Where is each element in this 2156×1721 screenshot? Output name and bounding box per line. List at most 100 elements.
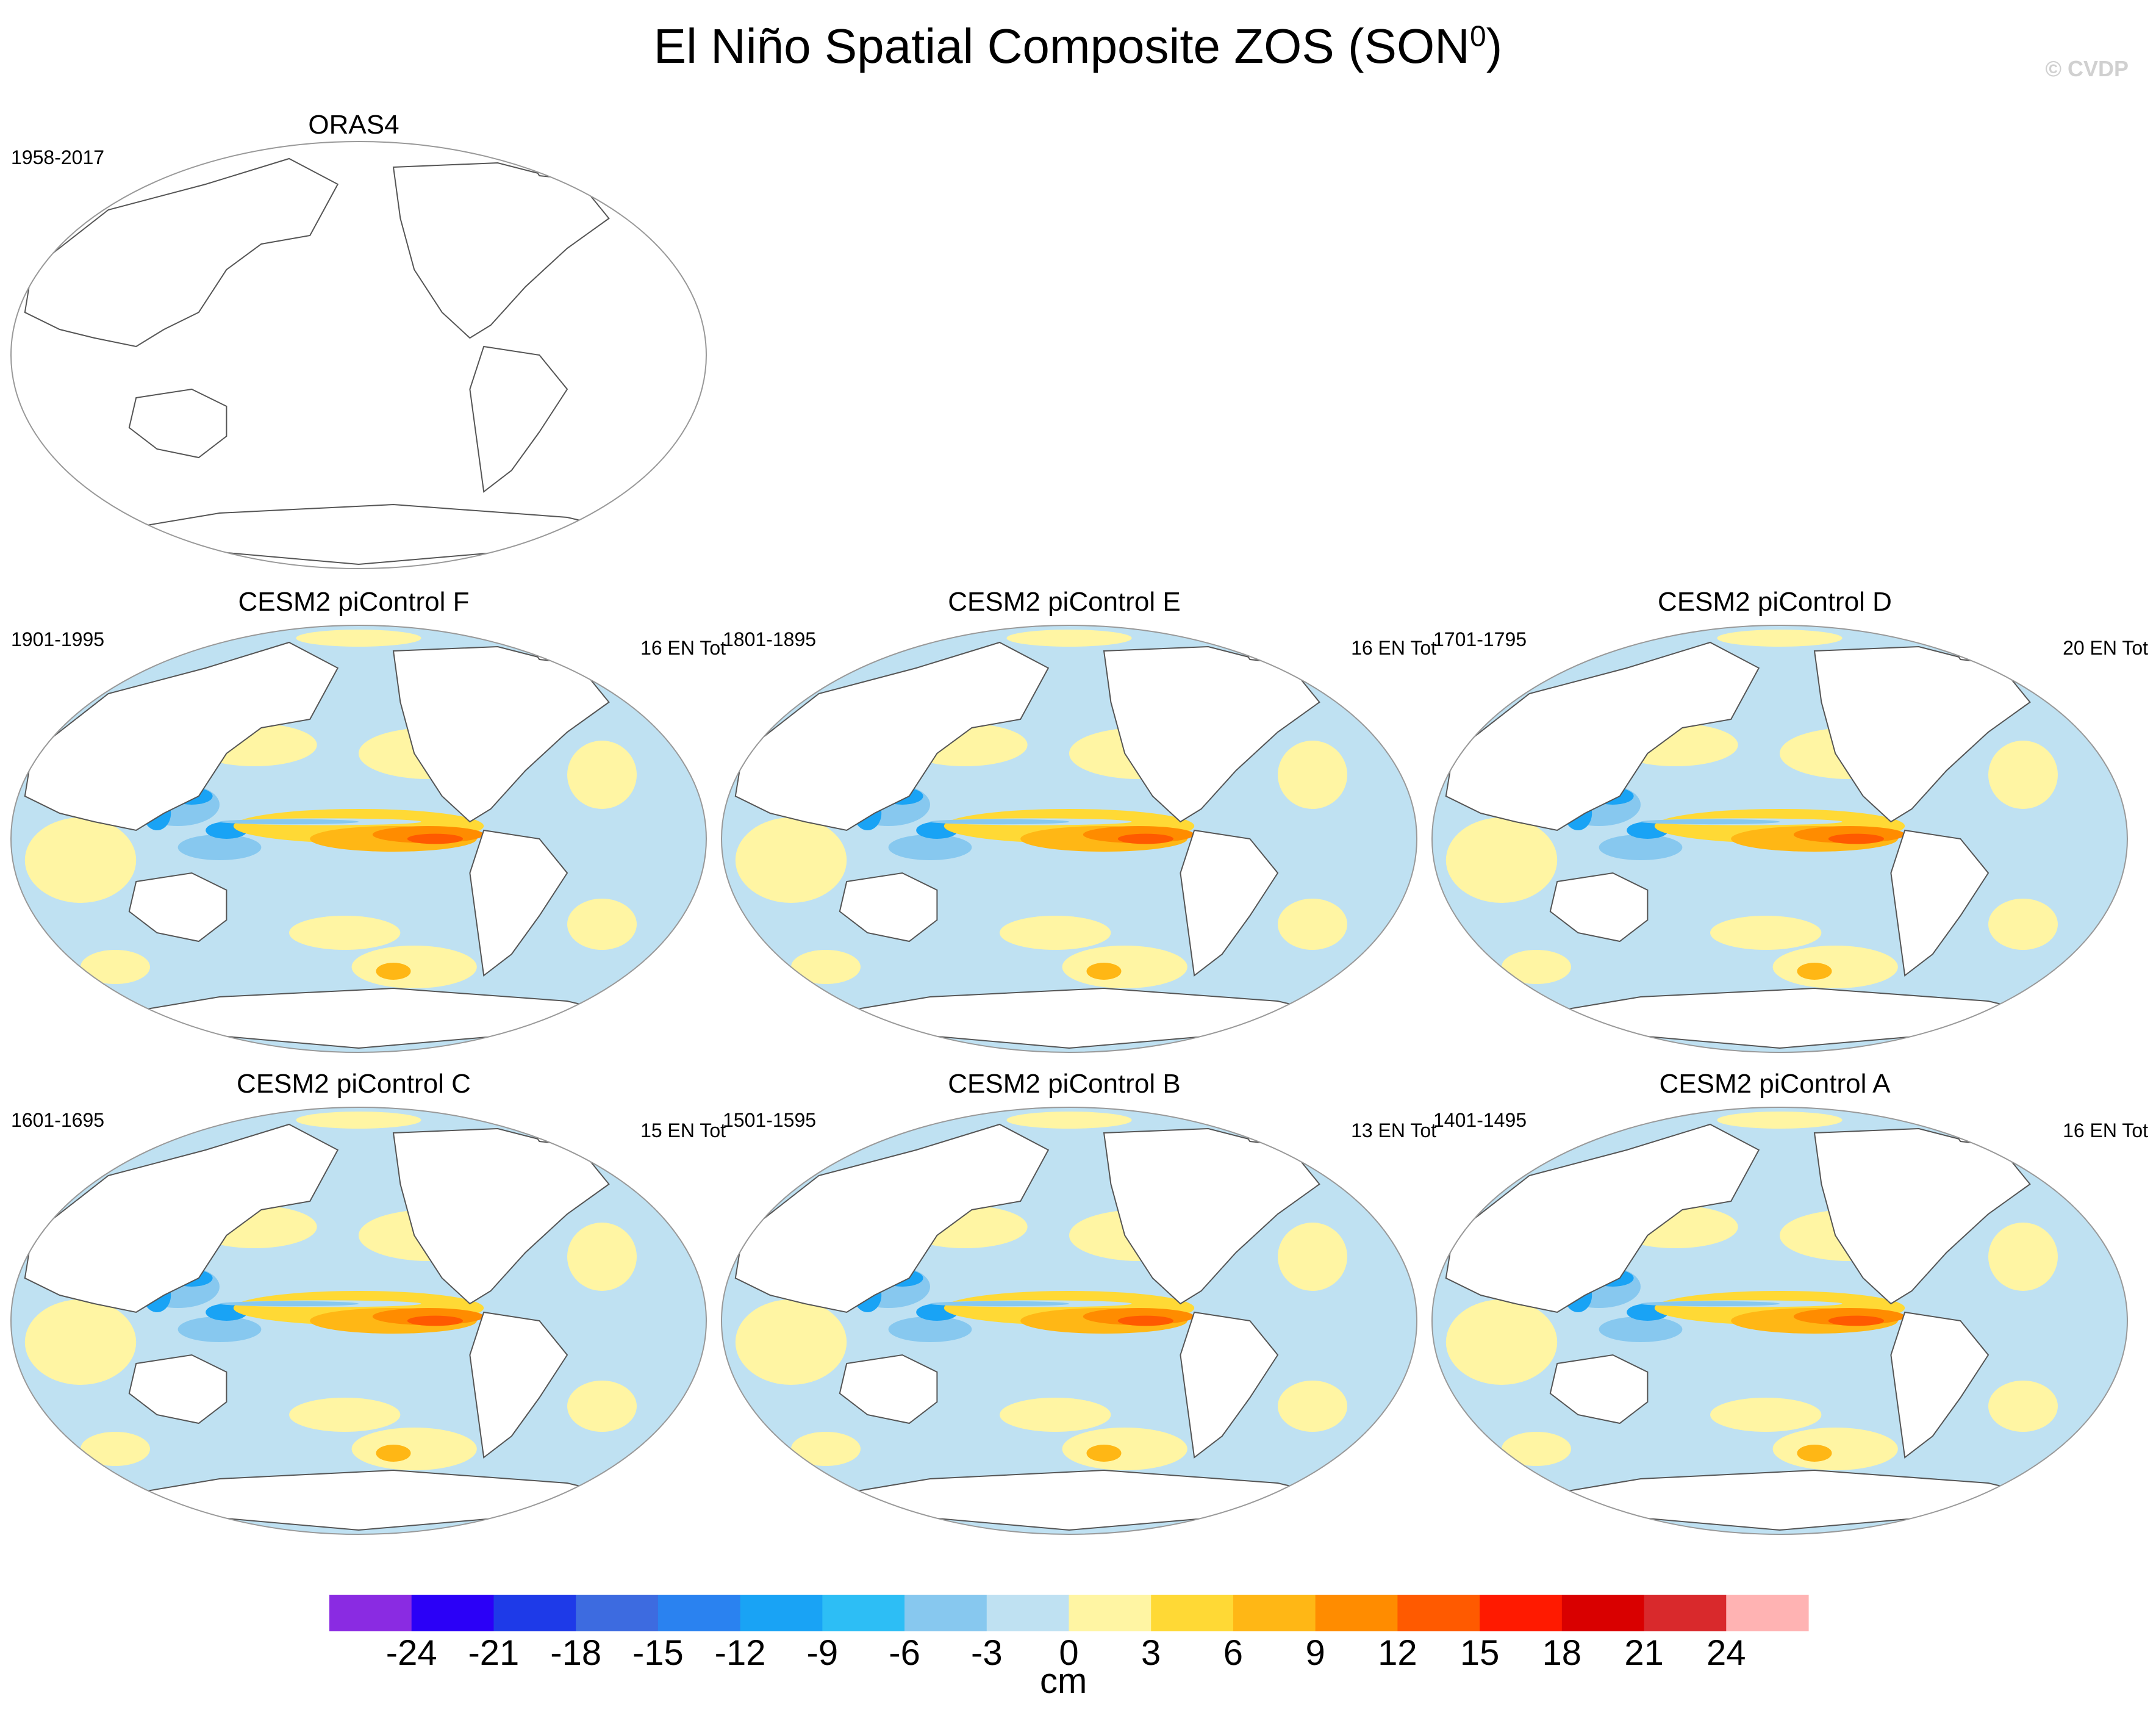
panel-count-a: 16 EN Tot xyxy=(2063,1119,2148,1141)
anomaly-contour-6 xyxy=(351,946,477,988)
ocean-background xyxy=(11,142,706,569)
anomaly-contour-20 xyxy=(1641,819,1780,825)
colorbar-swatch-12 xyxy=(1315,1595,1398,1631)
land-samerica xyxy=(1890,1311,1989,1459)
panel-title-a: CESM2 piControl A xyxy=(1659,1069,1891,1099)
colorbar-swatch-8 xyxy=(986,1595,1070,1631)
colorbar-swatch-0 xyxy=(329,1595,412,1631)
anomaly-contour-11 xyxy=(888,835,972,860)
panel-title-b: CESM2 piControl B xyxy=(948,1069,1181,1099)
anomaly-contour-6 xyxy=(1772,946,1898,988)
colorbar-tick-label: 0 xyxy=(1059,1633,1079,1673)
colorbar-tick-label: 12 xyxy=(1378,1633,1417,1673)
anomaly-contour-2 xyxy=(1278,741,1347,809)
land-australia xyxy=(128,1354,227,1425)
colorbar-swatch-7 xyxy=(904,1595,987,1631)
anomaly-contour-11 xyxy=(888,1317,972,1342)
land-asia xyxy=(734,641,1050,832)
map-field xyxy=(722,1107,1417,1534)
land-samerica xyxy=(1180,829,1279,977)
panel-period-a: 1401-1495 xyxy=(1433,1109,1527,1131)
land-asia xyxy=(734,1123,1050,1313)
anomaly-contour-9 xyxy=(1086,963,1122,980)
colorbar-labels: -24 -21 -18 -15 -12 -9 -6 -3 0 3 6 9 12 15 18 21 24 xyxy=(0,1633,2156,1681)
land-asia xyxy=(24,1123,339,1313)
anomaly-contour-8 xyxy=(296,630,421,647)
land-samerica xyxy=(1890,829,1989,977)
land-samerica xyxy=(1180,1311,1279,1459)
anomaly-contour-11 xyxy=(177,835,262,860)
panel-count-c: 15 EN Tot xyxy=(640,1119,726,1141)
watermark: © CVDP xyxy=(2045,56,2129,81)
map-panel-c xyxy=(10,1107,707,1535)
anomaly-contour-3 xyxy=(735,1299,847,1385)
anomaly-contour-9 xyxy=(1797,1445,1832,1462)
anomaly-contour-4 xyxy=(1000,916,1111,950)
colorbar-tick-label: 24 xyxy=(1707,1633,1746,1673)
anomaly-contour-8 xyxy=(1717,630,1843,647)
panel-period-oras4: 1958-2017 xyxy=(11,146,105,168)
anomaly-contour-20 xyxy=(220,1301,359,1307)
map-panel-oras4 xyxy=(10,141,707,569)
colorbar-tick-label: -6 xyxy=(889,1633,920,1673)
anomaly-contour-4 xyxy=(289,916,401,950)
map-border xyxy=(1431,625,2128,1053)
land-australia xyxy=(1549,1354,1649,1425)
anomaly-contour-8 xyxy=(1006,630,1132,647)
colorbar-swatch-17 xyxy=(1726,1595,1809,1631)
panel-count-b: 13 EN Tot xyxy=(1351,1119,1436,1141)
colorbar-swatch-16 xyxy=(1644,1595,1727,1631)
land-samerica xyxy=(469,1311,568,1459)
panel-title-d: CESM2 piControl D xyxy=(1658,587,1892,617)
anomaly-contour-9 xyxy=(376,1445,411,1462)
anomaly-contour-11 xyxy=(177,1317,262,1342)
anomaly-contour-4 xyxy=(1710,1398,1822,1432)
anomaly-contour-2 xyxy=(1988,741,2058,809)
anomaly-contour-7 xyxy=(81,1432,150,1466)
map-border xyxy=(721,625,1417,1053)
anomaly-contour-3 xyxy=(24,817,137,903)
anomaly-contour-3 xyxy=(735,817,847,903)
anomaly-contour-2 xyxy=(567,1223,637,1291)
colorbar-tick-label: -18 xyxy=(550,1633,602,1673)
panel-period-e: 1801-1895 xyxy=(723,628,817,650)
colorbar-tick-label: -9 xyxy=(806,1633,839,1673)
colorbar-swatch-3 xyxy=(576,1595,659,1631)
anomaly-contour-8 xyxy=(1717,1112,1843,1129)
anomaly-contour-9 xyxy=(1086,1445,1122,1462)
colorbar-swatch-1 xyxy=(411,1595,495,1631)
anomaly-contour-2 xyxy=(1278,1223,1347,1291)
colorbar-tick-label: 21 xyxy=(1624,1633,1664,1673)
colorbar-tick-label: 18 xyxy=(1542,1633,1582,1673)
map-panel-a xyxy=(1431,1107,2128,1535)
panel-title-f: CESM2 piControl F xyxy=(238,587,470,617)
map-border xyxy=(10,141,707,569)
map-panel-f xyxy=(10,625,707,1053)
panel-period-b: 1501-1595 xyxy=(723,1109,817,1131)
map-border xyxy=(1431,1107,2128,1535)
anomaly-contour-18 xyxy=(1828,1315,1884,1326)
anomaly-contour-11 xyxy=(1599,835,1683,860)
map-panel-e xyxy=(721,625,1417,1053)
anomaly-contour-20 xyxy=(1641,1301,1780,1307)
colorbar-tick-label: 3 xyxy=(1141,1633,1161,1673)
map-field xyxy=(11,142,706,569)
colorbar-swatch-14 xyxy=(1480,1595,1563,1631)
map-field xyxy=(1432,1107,2127,1534)
anomaly-contour-2 xyxy=(1988,1223,2058,1291)
anomaly-contour-5 xyxy=(567,1381,637,1432)
map-panel-b xyxy=(721,1107,1417,1535)
anomaly-contour-20 xyxy=(930,819,1069,825)
colorbar-tick-label: 15 xyxy=(1459,1633,1500,1673)
anomaly-contour-18 xyxy=(1828,833,1884,844)
anomaly-contour-18 xyxy=(1117,1315,1173,1326)
map-border xyxy=(10,625,707,1053)
map-field xyxy=(722,625,1417,1052)
colorbar-swatch-4 xyxy=(657,1595,741,1631)
anomaly-contour-3 xyxy=(1445,1299,1558,1385)
anomaly-contour-5 xyxy=(1988,899,2058,950)
land-asia xyxy=(1445,1123,1760,1313)
colorbar-tick-label: 6 xyxy=(1223,1633,1244,1673)
anomaly-contour-7 xyxy=(1502,1432,1571,1466)
panel-period-d: 1701-1795 xyxy=(1433,628,1527,650)
